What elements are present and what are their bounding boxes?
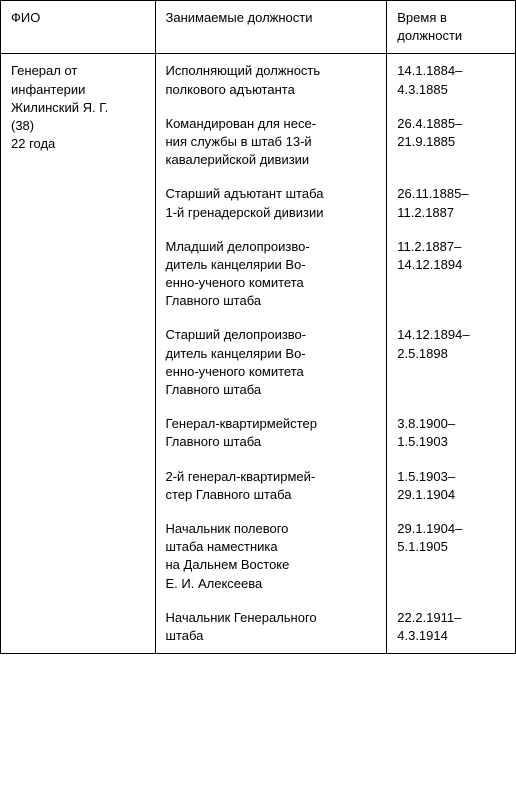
position-text: Младший делопроизво-дитель канцелярии Во… bbox=[166, 238, 377, 311]
position-dates: 26.4.1885–21.9.1885 bbox=[397, 115, 505, 170]
position-text: Генерал-квартирмейстерГлавного штаба bbox=[166, 415, 377, 451]
position-dates: 26.11.1885–11.2.1887 bbox=[397, 185, 505, 221]
position-text: Начальник Генеральногоштаба bbox=[166, 609, 377, 645]
position-dates: 14.12.1894–2.5.1898 bbox=[397, 326, 505, 399]
header-fio: ФИО bbox=[1, 1, 156, 54]
position-text: Старший адъютант штаба1-й гренадерской д… bbox=[166, 185, 377, 221]
cell-dates: 14.1.1884–4.3.1885 26.4.1885–21.9.1885 26… bbox=[387, 54, 516, 654]
position-dates: 14.1.1884–4.3.1885 bbox=[397, 62, 505, 98]
position-dates: 29.1.1904–5.1.1905 bbox=[397, 520, 505, 593]
position-text: 2-й генерал-квартирмей-стер Главного шта… bbox=[166, 468, 377, 504]
position-dates: 3.8.1900–1.5.1903 bbox=[397, 415, 505, 451]
header-positions: Занимаемые должности bbox=[155, 1, 387, 54]
table-header-row: ФИО Занимаемые должности Время в должнос… bbox=[1, 1, 516, 54]
position-text: Старший делопроизво-дитель канцелярии Во… bbox=[166, 326, 377, 399]
position-dates: 22.2.1911–4.3.1914 bbox=[397, 609, 505, 645]
cell-person: Генерал отинфантерииЖилинский Я. Г.(38)2… bbox=[1, 54, 156, 654]
cell-positions: Исполняющий должностьполкового адъютанта… bbox=[155, 54, 387, 654]
header-dates: Время в должности bbox=[387, 1, 516, 54]
positions-table: ФИО Занимаемые должности Время в должнос… bbox=[0, 0, 516, 654]
table-row: Генерал отинфантерииЖилинский Я. Г.(38)2… bbox=[1, 54, 516, 654]
position-dates: 1.5.1903–29.1.1904 bbox=[397, 468, 505, 504]
position-text: Командирован для несе-ния службы в штаб … bbox=[166, 115, 377, 170]
position-dates: 11.2.1887–14.12.1894 bbox=[397, 238, 505, 311]
position-text: Исполняющий должностьполкового адъютанта bbox=[166, 62, 377, 98]
position-text: Начальник полевогоштаба наместникана Дал… bbox=[166, 520, 377, 593]
